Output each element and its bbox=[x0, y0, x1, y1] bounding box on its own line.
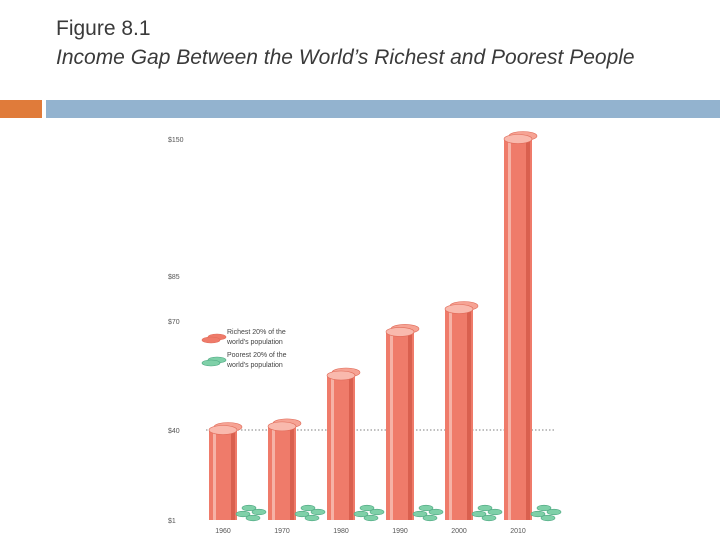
bar-group-1960 bbox=[208, 422, 267, 522]
bar-shadow bbox=[349, 375, 353, 520]
poorest-coins-1990 bbox=[412, 504, 444, 522]
poorest-coin bbox=[540, 514, 556, 522]
poorest-coins-1970 bbox=[294, 504, 326, 522]
poorest-coin bbox=[369, 508, 385, 516]
slide-title: Figure 8.1 Income Gap Between the World’… bbox=[56, 14, 696, 72]
legend-label: Richest 20% of the world's population bbox=[226, 329, 286, 346]
bar-shadow bbox=[526, 139, 530, 520]
bar-highlight bbox=[331, 375, 334, 520]
bar-highlight bbox=[390, 331, 393, 520]
y-tick-label: $85 bbox=[168, 274, 180, 281]
figure-number: Figure 8.1 bbox=[56, 17, 151, 40]
legend: Richest 20% of the world's population Poor… bbox=[201, 329, 287, 369]
bar-shadow bbox=[231, 430, 235, 520]
y-tick-label: $150 bbox=[168, 137, 184, 144]
poorest-coin bbox=[412, 510, 428, 518]
poorest-coin bbox=[241, 504, 257, 512]
x-axis: 1960 1970 1980 1990 2000 2010 bbox=[215, 528, 526, 535]
x-tick-label: 1990 bbox=[392, 528, 408, 535]
accent-bar-orange bbox=[0, 100, 42, 118]
bars bbox=[208, 131, 562, 522]
poorest-coin bbox=[546, 508, 562, 516]
legend-swatch bbox=[201, 359, 221, 367]
poorest-coin bbox=[353, 510, 369, 518]
poorest-coins-2000 bbox=[471, 504, 503, 522]
poorest-coin bbox=[310, 508, 326, 516]
poorest-coin bbox=[477, 504, 493, 512]
x-tick-label: 1970 bbox=[274, 528, 290, 535]
bar-group-2000 bbox=[444, 301, 503, 522]
poorest-coin bbox=[251, 508, 267, 516]
y-tick-label: $1 bbox=[168, 518, 176, 525]
poorest-coin bbox=[428, 508, 444, 516]
poorest-coin bbox=[530, 510, 546, 518]
poorest-coins-1980 bbox=[353, 504, 385, 522]
poorest-coin bbox=[359, 504, 375, 512]
bar-highlight bbox=[213, 430, 216, 520]
figure-caption: Income Gap Between the World’s Richest a… bbox=[56, 46, 635, 69]
poorest-coins-1960 bbox=[235, 504, 267, 522]
y-axis: $1 $40 $70 $85 $150 bbox=[168, 137, 184, 525]
legend-label: Poorest 20% of the world's population bbox=[226, 352, 287, 369]
bar-shadow bbox=[408, 331, 412, 520]
legend-entry-richest: Richest 20% of the world's population bbox=[201, 329, 286, 346]
bar-highlight bbox=[272, 426, 275, 520]
poorest-coins-2010 bbox=[530, 504, 562, 522]
poorest-coin bbox=[363, 514, 379, 522]
coin-top bbox=[326, 370, 356, 381]
y-tick-label: $70 bbox=[168, 319, 180, 326]
bar-shadow bbox=[290, 426, 294, 520]
poorest-coin bbox=[418, 504, 434, 512]
income-gap-chart: $1 $40 $70 $85 $150 1960 1970 1980 1990 2000 2010… bbox=[168, 131, 562, 535]
poorest-coin bbox=[304, 514, 320, 522]
y-tick-label: $40 bbox=[168, 428, 180, 435]
bar-group-2010 bbox=[503, 131, 562, 522]
poorest-coin bbox=[294, 510, 310, 518]
coin-top bbox=[208, 425, 238, 435]
coin-top bbox=[385, 327, 415, 337]
poorest-coin bbox=[487, 508, 503, 516]
bar-group-1980 bbox=[326, 367, 385, 522]
bar-group-1970 bbox=[267, 418, 326, 522]
bar-highlight bbox=[508, 139, 511, 520]
legend-entry-poorest: Poorest 20% of the world's population bbox=[201, 352, 287, 369]
coin-top bbox=[444, 304, 474, 314]
poorest-coin bbox=[300, 504, 316, 512]
poorest-coin bbox=[481, 514, 497, 522]
poorest-coin bbox=[536, 504, 552, 512]
poorest-coin bbox=[471, 510, 487, 518]
coin-top bbox=[503, 134, 533, 144]
bar-group-1990 bbox=[385, 324, 444, 522]
poorest-coin bbox=[245, 514, 261, 522]
poorest-coin bbox=[422, 514, 438, 522]
bar-shadow bbox=[467, 309, 471, 520]
x-tick-label: 1960 bbox=[215, 528, 231, 535]
coin-top bbox=[267, 421, 297, 432]
accent-bar-blue bbox=[46, 100, 720, 118]
x-tick-label: 2000 bbox=[451, 528, 467, 535]
bar-highlight bbox=[449, 309, 452, 520]
x-tick-label: 2010 bbox=[510, 528, 526, 535]
legend-swatch bbox=[201, 336, 221, 344]
x-tick-label: 1980 bbox=[333, 528, 349, 535]
poorest-coin bbox=[235, 510, 251, 518]
